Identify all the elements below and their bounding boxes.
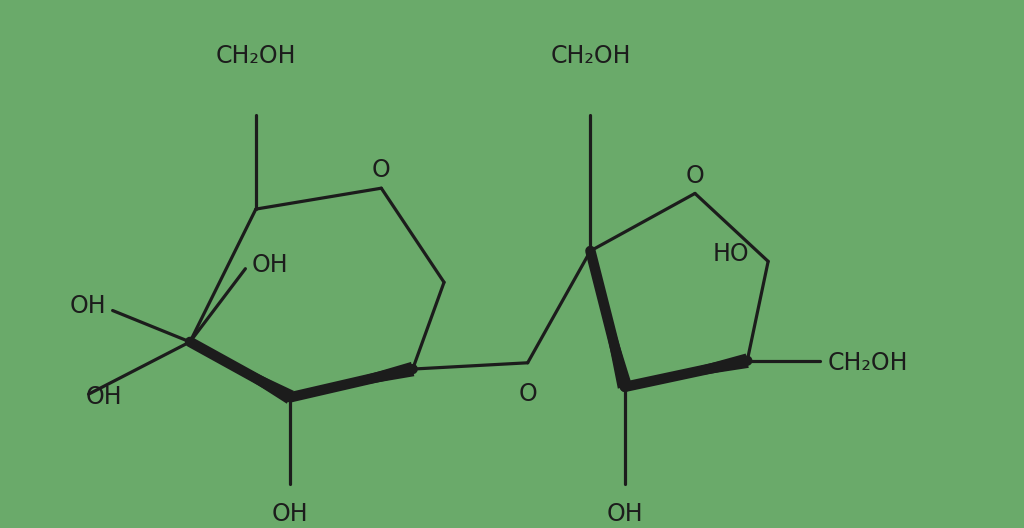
Text: CH₂OH: CH₂OH bbox=[827, 351, 908, 375]
Text: O: O bbox=[372, 158, 391, 182]
Polygon shape bbox=[625, 354, 749, 387]
Text: CH₂OH: CH₂OH bbox=[216, 44, 296, 68]
Text: CH₂OH: CH₂OH bbox=[550, 44, 631, 68]
Text: OH: OH bbox=[70, 294, 106, 318]
Text: OH: OH bbox=[606, 502, 643, 526]
Text: OH: OH bbox=[85, 385, 122, 409]
Polygon shape bbox=[591, 251, 632, 389]
Text: O: O bbox=[518, 382, 537, 406]
Text: HO: HO bbox=[713, 242, 750, 266]
Polygon shape bbox=[190, 342, 294, 404]
Text: OH: OH bbox=[272, 502, 308, 526]
Polygon shape bbox=[291, 362, 415, 397]
Text: O: O bbox=[686, 164, 705, 187]
Text: OH: OH bbox=[251, 252, 288, 277]
